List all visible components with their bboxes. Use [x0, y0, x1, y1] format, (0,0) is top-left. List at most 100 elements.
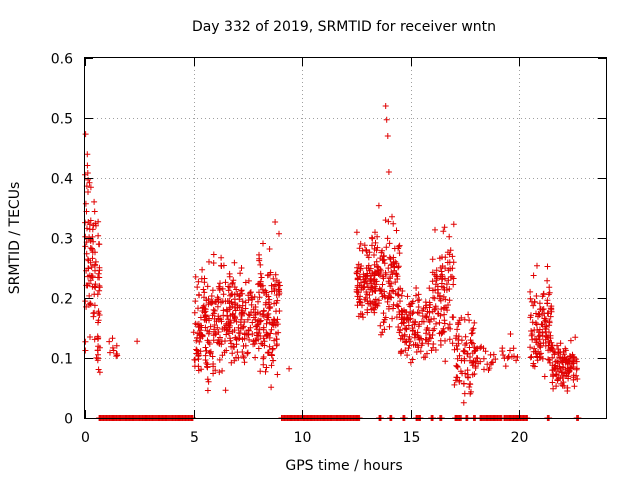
data-point	[256, 289, 262, 296]
data-point	[213, 299, 220, 306]
data-point	[372, 229, 378, 236]
data-point	[82, 347, 89, 354]
data-point	[420, 354, 427, 361]
data-point	[241, 335, 248, 342]
data-point	[273, 308, 279, 315]
data-point	[242, 342, 249, 349]
data-point	[248, 309, 255, 316]
data-point	[90, 222, 97, 229]
data-point	[510, 345, 517, 352]
data-point	[200, 286, 207, 293]
data-point	[436, 330, 443, 337]
data-point	[95, 232, 102, 239]
data-point	[451, 346, 458, 353]
data-point	[87, 334, 93, 340]
data-point	[192, 357, 198, 363]
data-point	[235, 354, 242, 361]
data-point	[458, 337, 465, 344]
data-point	[202, 316, 209, 323]
data-point	[265, 350, 272, 356]
data-point	[432, 303, 439, 310]
data-point	[469, 362, 476, 369]
data-point	[388, 280, 395, 287]
data-point	[85, 265, 92, 272]
data-point	[257, 333, 264, 339]
data-point	[441, 317, 448, 324]
data-point	[534, 262, 540, 269]
chart-title: Day 332 of 2019, SRMTID for receiver wnt…	[192, 19, 496, 35]
data-point	[570, 376, 577, 383]
data-point	[427, 301, 434, 308]
data-point	[398, 307, 405, 314]
data-point	[414, 309, 421, 316]
data-point	[442, 337, 448, 344]
data-point	[91, 283, 98, 290]
data-point	[383, 116, 390, 123]
data-point	[194, 330, 201, 337]
data-point	[400, 319, 407, 326]
data-point	[217, 334, 223, 341]
data-point	[401, 331, 408, 338]
data-point	[203, 360, 210, 366]
data-point	[204, 283, 211, 290]
data-point	[210, 370, 217, 377]
data-point	[430, 341, 437, 347]
data-point	[222, 387, 229, 394]
data-point	[259, 341, 266, 347]
data-point	[485, 367, 492, 373]
data-point	[502, 363, 509, 370]
data-point	[210, 251, 217, 258]
data-point	[192, 273, 199, 280]
data-point	[247, 290, 253, 297]
data-point	[380, 275, 387, 282]
data-point	[514, 354, 521, 360]
data-point	[566, 364, 573, 371]
data-point	[426, 285, 433, 292]
data-point	[540, 290, 547, 297]
data-point	[85, 189, 91, 195]
data-point	[548, 308, 555, 315]
data-point	[466, 317, 473, 324]
data-point	[386, 240, 393, 247]
data-point	[226, 273, 233, 280]
data-point	[194, 284, 201, 291]
data-point	[91, 198, 98, 205]
y-tick-label: 0.3	[51, 232, 73, 248]
data-point	[400, 320, 407, 327]
data-point	[528, 353, 535, 360]
data-point	[357, 267, 364, 273]
data-point	[537, 340, 544, 347]
data-point	[266, 343, 273, 350]
data-point	[94, 274, 101, 281]
data-point	[208, 293, 215, 299]
data-point	[561, 351, 567, 358]
data-point	[240, 323, 247, 330]
data-point	[242, 279, 249, 286]
data-point	[364, 252, 371, 259]
data-point	[257, 261, 264, 268]
data-point	[543, 323, 550, 330]
data-point	[416, 321, 423, 328]
data-point	[357, 240, 364, 247]
data-point	[441, 311, 448, 318]
data-point	[571, 383, 578, 390]
data-point	[88, 264, 95, 271]
data-point	[223, 347, 230, 354]
x-axis-title: GPS time / hours	[285, 458, 402, 474]
data-point	[227, 337, 234, 344]
data-point	[264, 314, 271, 321]
data-point	[415, 291, 422, 298]
data-point	[378, 286, 385, 293]
data-point	[95, 366, 102, 373]
data-point	[446, 321, 453, 328]
data-point	[473, 345, 480, 352]
data-point	[256, 326, 263, 333]
data-point	[354, 275, 361, 282]
data-point	[252, 354, 259, 361]
data-point	[558, 369, 565, 376]
data-point	[366, 292, 373, 298]
data-point	[82, 219, 89, 226]
data-point	[499, 348, 506, 355]
data-point	[271, 337, 278, 344]
data-point	[87, 184, 94, 191]
